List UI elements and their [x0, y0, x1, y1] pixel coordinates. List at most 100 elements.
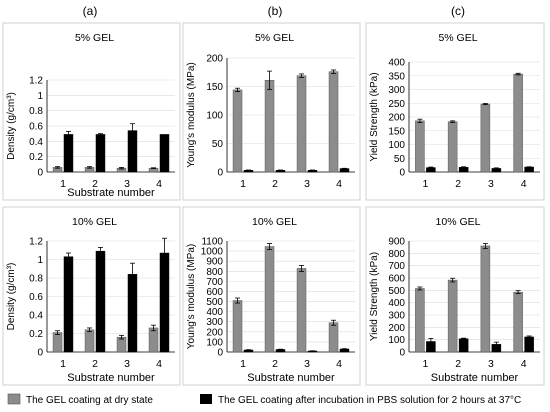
y-axis-label: Young's modulus (MPa)	[186, 62, 197, 167]
y-tick-label: 1.2	[29, 237, 43, 248]
bar-dry	[513, 291, 523, 353]
y-tick-label: 700	[388, 261, 405, 272]
y-tick-label: 0.6	[29, 122, 43, 133]
y-tick-label: 0	[37, 348, 43, 359]
bar-dry	[232, 89, 243, 173]
y-tick-label: 1100	[201, 237, 223, 248]
x-tick-label: 3	[124, 178, 130, 190]
y-tick-label: 400	[388, 298, 405, 309]
x-tick-label: 2	[92, 358, 98, 370]
y-tick-label: 500	[388, 286, 405, 297]
y-tick-label: 400	[206, 307, 223, 318]
y-tick-label: 0	[399, 168, 405, 179]
bar-dry	[513, 73, 523, 173]
y-tick-label: 200	[206, 54, 223, 65]
x-axis-label: Substrate number	[67, 187, 155, 199]
bar-dry	[148, 327, 159, 353]
chart-panel-5: 10% GEL010020030040050060070080090010001…	[182, 206, 361, 386]
y-axis-label: Yield Strength (kPa)	[369, 252, 380, 341]
chart-title: 10% GEL	[436, 216, 481, 228]
bar-dry	[415, 120, 425, 173]
bar-dry	[328, 322, 339, 353]
chart-title: 10% GEL	[72, 216, 117, 228]
x-tick-label: 2	[455, 358, 461, 370]
legend-label-pbs: The GEL coating after incubation in PBS …	[218, 395, 521, 406]
y-tick-label: 900	[388, 237, 405, 248]
y-tick-label: 600	[388, 274, 405, 285]
bar-pbs	[127, 274, 138, 353]
y-tick-label: 100	[388, 140, 405, 151]
y-tick-label: 150	[206, 82, 223, 93]
x-tick-label: 2	[455, 178, 461, 190]
chart-title: 10% GEL	[252, 216, 297, 228]
x-tick-label: 1	[422, 178, 428, 190]
bar-dry	[52, 332, 63, 353]
y-tick-label: 100	[206, 111, 223, 122]
y-axis-label: Young's modulus (MPa)	[186, 244, 197, 349]
y-tick-label: 200	[388, 113, 405, 124]
y-tick-label: 1	[37, 255, 43, 266]
x-tick-label: 1	[60, 358, 66, 370]
bar-pbs	[63, 134, 74, 173]
y-tick-label: 0.8	[29, 274, 43, 285]
bar-dry	[480, 245, 491, 353]
x-tick-label: 4	[336, 358, 342, 370]
x-tick-label: 3	[488, 358, 494, 370]
y-tick-label: 600	[206, 287, 223, 298]
legend-swatch-dry	[7, 393, 21, 405]
x-tick-label: 4	[156, 178, 162, 190]
bar-dry	[328, 71, 339, 173]
y-tick-label: 0.2	[29, 329, 43, 340]
legend: The GEL coating at dry state The GEL coa…	[7, 393, 521, 406]
y-tick-label: 1.2	[29, 76, 43, 87]
chart-panel-3: 5% GEL 0 50 100 150 200 250 300 350 400 Yield Stre…	[365, 22, 545, 201]
y-tick-label: 0	[217, 168, 223, 179]
y-tick-label: 250	[388, 99, 405, 110]
x-tick-label: 4	[521, 178, 527, 190]
chart-panel-1: 5% GEL 0 0.2 0.4 0.6 0.8 1 1.2 Density (g/cm³) 1 2…	[2, 22, 181, 201]
bar-dry	[264, 79, 275, 173]
bar-dry	[447, 279, 458, 353]
y-tick-label: 350	[388, 71, 405, 82]
x-tick-label: 1	[60, 178, 66, 190]
y-axis-label: Density (g/cm³)	[6, 263, 17, 331]
x-tick-label: 4	[521, 358, 527, 370]
y-tick-label: 50	[212, 139, 224, 150]
x-tick-label: 3	[304, 358, 310, 370]
legend-label-dry: The GEL coating at dry state	[26, 395, 153, 406]
column-label-c: (c)	[451, 4, 465, 18]
y-tick-label: 700	[206, 277, 223, 288]
y-tick-label: 0	[37, 168, 43, 179]
column-label-b: (b)	[268, 4, 283, 18]
bar-dry	[415, 288, 425, 353]
chart-title: 5% GEL	[438, 32, 477, 44]
x-tick-label: 3	[124, 358, 130, 370]
x-tick-label: 3	[304, 178, 310, 190]
bar-pbs	[159, 134, 170, 173]
x-axis-label: Substrate number	[431, 372, 519, 384]
y-tick-label: 900	[206, 257, 223, 268]
y-tick-label: 200	[388, 323, 405, 334]
chart-panel-2: 5% GEL 0 50 100 150 200 Young's modulus (MPa) 1…	[182, 22, 361, 201]
x-tick-label: 4	[156, 358, 162, 370]
bar-dry	[296, 268, 307, 353]
bar-pbs	[458, 338, 469, 353]
chart-panel-4: 10% GEL 0 0.2 0.4 0.6 0.8 1 1.2 Density (g/cm³) 1…	[2, 206, 181, 386]
x-axis-label: Substrate number	[67, 372, 155, 384]
y-tick-label: 1000	[201, 247, 224, 258]
y-tick-label: 0.2	[29, 152, 43, 163]
bar-pbs	[524, 166, 534, 173]
chart-title: 5% GEL	[255, 32, 294, 44]
y-axis-label: Density (g/cm³)	[6, 92, 17, 160]
y-tick-label: 300	[206, 317, 223, 328]
panel-frame	[2, 206, 181, 386]
x-tick-label: 4	[336, 178, 342, 190]
x-tick-label: 1	[240, 178, 246, 190]
y-tick-label: 800	[206, 267, 223, 278]
y-tick-label: 1	[37, 91, 43, 102]
bar-pbs	[95, 134, 106, 173]
column-labels: (a) (b) (c)	[83, 4, 465, 18]
bar-dry	[232, 300, 243, 353]
